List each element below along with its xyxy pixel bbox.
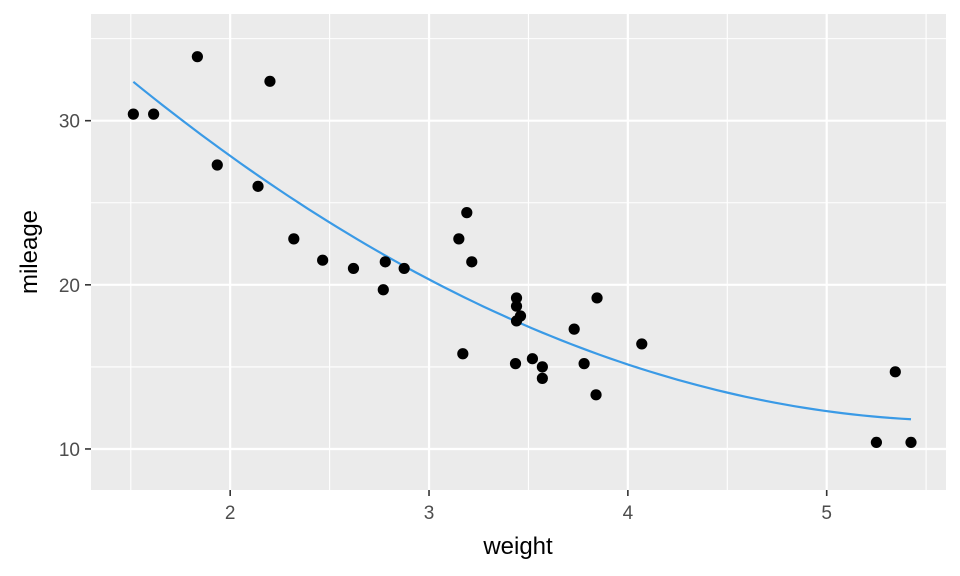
data-point [317,254,329,266]
data-point [870,436,883,448]
data-point [509,358,522,370]
data-point [252,180,264,192]
data-point [211,159,223,171]
data-point [377,284,389,296]
plot-panel [91,14,946,490]
data-point [591,292,603,304]
data-point [510,300,523,312]
data-point [127,108,139,120]
y-tick-label: 10 [59,440,80,461]
y-tick-label: 30 [59,112,80,133]
data-point [264,75,276,87]
data-point [510,292,523,304]
x-axis-ticks: 2 3 4 5 [225,490,832,524]
data-point [590,389,602,401]
x-axis-title: weight [482,533,553,560]
data-point [636,338,648,350]
x-tick-label: 5 [821,503,832,524]
data-point [398,262,410,275]
data-point [288,233,300,245]
x-tick-label: 3 [424,503,435,524]
data-point [191,51,203,63]
x-tick-label: 4 [623,503,634,524]
data-point [461,207,473,219]
major-gridlines [91,14,946,490]
data-point [148,108,160,120]
data-point [347,262,360,275]
data-point [466,256,478,268]
data-point [514,310,527,322]
y-axis-ticks: 10 20 30 [59,112,91,461]
data-point [457,348,469,360]
data-point [905,436,917,448]
data-point [526,353,539,365]
x-tick-label: 2 [225,503,236,524]
data-point [578,358,590,370]
data-point [568,323,580,335]
y-axis-title: mileage [16,210,43,294]
trend-line [132,80,912,421]
data-point [536,372,548,384]
data-point [889,366,901,378]
data-point [453,233,465,245]
data-points [127,51,917,448]
data-point [536,361,548,373]
y-tick-label: 20 [59,276,80,297]
data-point [379,256,391,268]
